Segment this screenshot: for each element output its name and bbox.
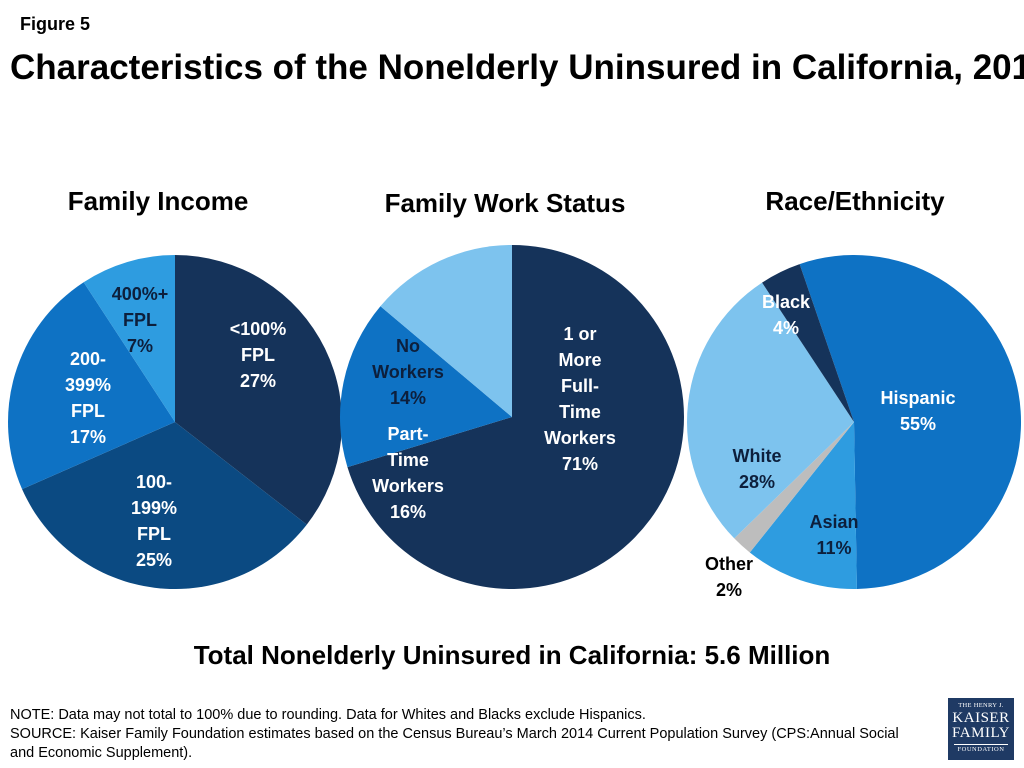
pie-title-family-income: Family Income: [67, 186, 249, 216]
slice-1-or-more-full-time-workers: [347, 245, 684, 589]
slice-other: [734, 422, 854, 553]
slice-label-hispanic: Hispanic 55%: [880, 388, 955, 434]
logo-line-1: THE HENRY J.: [958, 702, 1004, 709]
slice-label-100-fpl: <100% FPL 27%: [230, 319, 287, 391]
slice-no-workers: [380, 245, 512, 417]
pie-family-income: <100% FPL 27% 100-199% FPL 25% 200-399% FPL 17%4…: [8, 255, 343, 589]
slice-asian: [749, 422, 857, 589]
slice-label-400-fpl: 400%+ FPL 7%: [112, 284, 169, 356]
slice-200-399-fpl: [8, 282, 176, 490]
slice-label-black: Black 4%: [762, 292, 811, 338]
logo-line-3: FAMILY: [952, 725, 1010, 741]
pie-family-work-status: 1 or More Full-Time Workers 71% Part-Time Work…: [339, 245, 684, 589]
pie-title-family-work-status: Family Work Status: [384, 188, 626, 218]
slice-label-part-time-workers: Part-Time Workers 16%: [372, 424, 444, 522]
slice-label-200-399-fpl: 200-399% FPL 17%: [65, 349, 111, 447]
slice-label-white: White 28%: [733, 446, 782, 492]
total-uninsured: Total Nonelderly Uninsured in California…: [193, 640, 831, 670]
slice-label-no-workers: No Workers 14%: [372, 336, 444, 408]
slice-label-1-or-more-full-time-workers: 1 or More Full-Time Workers 71%: [544, 324, 616, 474]
kaiser-family-foundation-logo: THE HENRY J. KAISER FAMILY FOUNDATION: [948, 698, 1014, 760]
figure-label: Figure 5: [20, 14, 91, 34]
slice-white: [687, 282, 854, 539]
logo-line-2: KAISER: [952, 710, 1010, 726]
pie-race-ethnicity: Hispanic 55% Asian 11% Other 2% White 28% Black 4…: [687, 254, 1022, 600]
slice-label-100-199-fpl: 100-199% FPL 25%: [131, 472, 177, 570]
slice-100-199-fpl: [22, 422, 307, 589]
footnotes: NOTE: Data may not total to 100% due to …: [10, 706, 920, 763]
chart-title: Characteristics of the Nonelderly Uninsu…: [10, 48, 1024, 87]
slice-label-other: Other 2%: [705, 554, 753, 600]
pie-title-race-ethnicity: Race/Ethnicity: [765, 186, 945, 216]
slice-label-asian: Asian 11%: [809, 512, 858, 558]
slice-100-fpl: [175, 255, 343, 525]
slice-400-fpl: [83, 255, 175, 422]
logo-line-4: FOUNDATION: [954, 744, 1008, 753]
source-text: SOURCE: Kaiser Family Foundation estimat…: [10, 726, 899, 761]
slice-hispanic: [799, 254, 1022, 589]
note-text: NOTE: Data may not total to 100% due to …: [10, 707, 646, 723]
slice-black: [762, 264, 854, 422]
slice-part-time-workers: [339, 306, 512, 468]
